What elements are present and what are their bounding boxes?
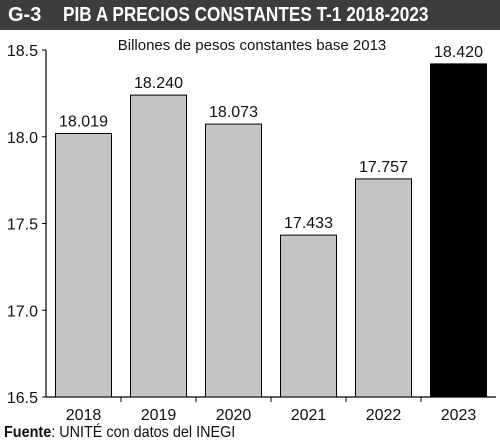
chart-header: G-3 PIB A PRECIOS CONSTANTES T-1 2018-20… — [0, 0, 500, 30]
source-text: UNITÉ con datos del INEGI — [55, 424, 236, 441]
value-label-2018: 18.019 — [59, 113, 108, 130]
x-tick-label-2023: 2023 — [441, 407, 477, 424]
x-tick-label-2020: 2020 — [216, 407, 252, 424]
value-label-2023: 18.420 — [434, 44, 483, 61]
chart-subtitle: Billones de pesos constantes base 2013 — [118, 37, 387, 54]
bar-2018 — [55, 132, 112, 398]
bar-2020 — [205, 123, 262, 398]
x-tick-label-2021: 2021 — [291, 407, 327, 424]
axes — [45, 50, 496, 398]
value-label-2022: 17.757 — [359, 159, 408, 176]
y-tick-label: 17.0 — [7, 303, 38, 320]
x-tick-label-2019: 2019 — [141, 407, 177, 424]
y-tick-label: 18.0 — [7, 130, 38, 147]
source-separator: : — [51, 424, 56, 441]
value-label-2020: 18.073 — [209, 104, 258, 121]
source-note: Fuente: UNITÉ con datos del INEGI — [4, 424, 235, 442]
value-label-2019: 18.240 — [134, 75, 183, 92]
y-tick-label: 16.5 — [7, 390, 38, 407]
source-label: Fuente — [4, 424, 52, 441]
figure-code: G-3 — [8, 3, 42, 26]
x-tick-label-2022: 2022 — [366, 407, 402, 424]
bar-2021 — [280, 234, 337, 398]
bar-chart: Billones de pesos constantes base 2013 1… — [7, 37, 496, 424]
bar-2022 — [355, 178, 412, 398]
x-tick-label-2018: 2018 — [66, 407, 102, 424]
x-axis-ticks: 2018 2019 2020 2021 2022 2023 — [66, 397, 477, 424]
value-label-2021: 17.433 — [284, 215, 333, 232]
y-axis-ticks: 16.5 17.0 17.5 18.0 18.5 — [7, 43, 46, 407]
chart-title: PIB A PRECIOS CONSTANTES T-1 2018-2023 — [63, 3, 429, 26]
bar-2023 — [430, 63, 487, 398]
y-tick-label: 18.5 — [7, 43, 38, 60]
y-tick-label: 17.5 — [7, 217, 38, 234]
value-labels: 18.019 18.240 18.073 17.433 17.757 18.420 — [59, 44, 483, 232]
bars — [55, 63, 487, 398]
bar-2019 — [130, 94, 187, 398]
